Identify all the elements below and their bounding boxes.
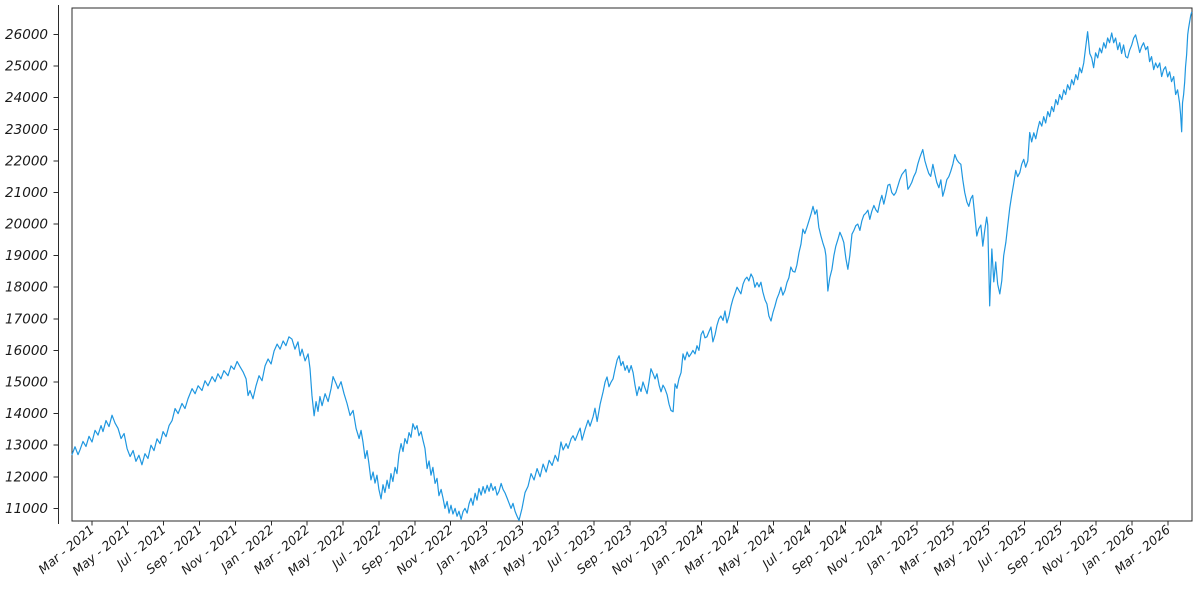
y-tick-label: 13000: [5, 438, 48, 454]
y-tick-label: 26000: [5, 27, 48, 43]
y-tick-label: 24000: [5, 90, 48, 106]
y-tick-label: 11000: [5, 501, 48, 517]
y-tick-label: 19000: [5, 248, 48, 264]
y-tick-label: 17000: [5, 311, 48, 327]
y-tick-label: 25000: [5, 59, 48, 75]
price-line-series: [71, 11, 1193, 521]
y-tick-label: 12000: [5, 469, 48, 485]
y-tick-label: 22000: [5, 153, 48, 169]
y-tick-label: 20000: [5, 217, 48, 233]
y-tick-label: 15000: [5, 375, 48, 391]
plot-area-frame: [71, 7, 1193, 522]
y-tick-label: 21000: [5, 185, 48, 201]
y-tick-label: 16000: [5, 343, 48, 359]
y-tick-label: 23000: [5, 122, 48, 138]
y-tick-label: 18000: [5, 280, 48, 296]
y-tick-label: 14000: [5, 406, 48, 422]
